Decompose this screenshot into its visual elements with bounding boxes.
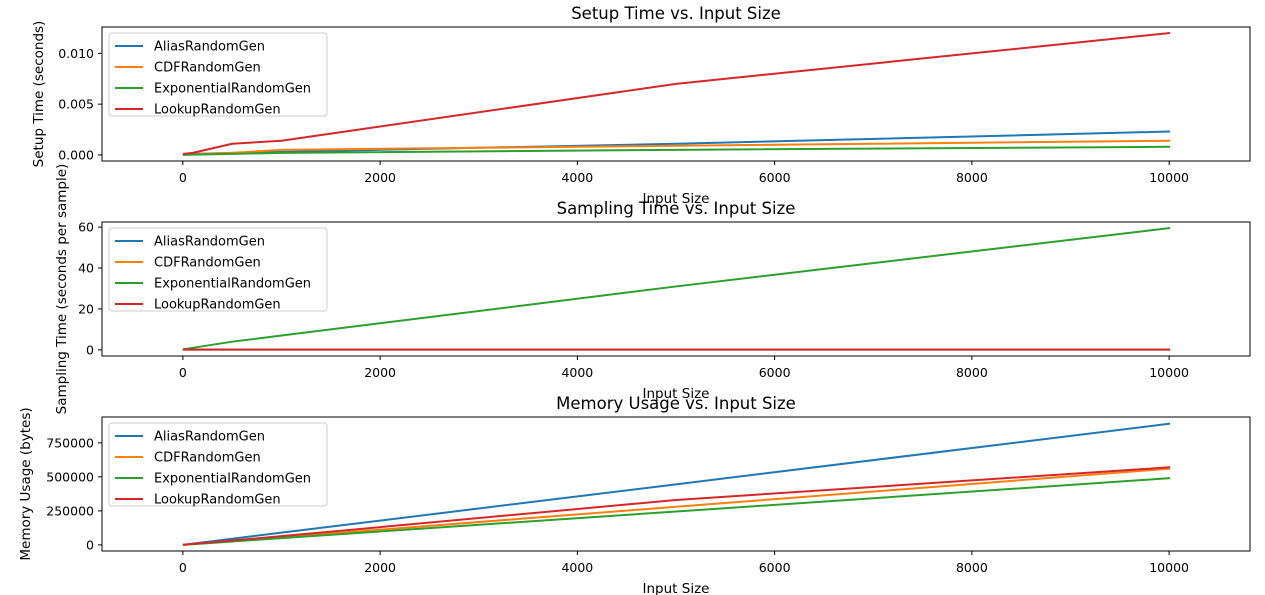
legend-box bbox=[108, 422, 328, 507]
chart-title: Sampling Time vs. Input Size bbox=[557, 199, 796, 218]
x-tick-label: 6000 bbox=[759, 170, 791, 185]
legend-label-3: LookupRandomGen bbox=[154, 298, 281, 313]
chart-0: Setup Time vs. Input Size 0 2000 4000 6000 80… bbox=[31, 4, 1251, 207]
legend: AliasRandomGen CDFRandomGen ExponentialRan… bbox=[108, 32, 328, 118]
x-tick-label: 0 bbox=[179, 170, 187, 185]
legend-label-3: LookupRandomGen bbox=[154, 493, 281, 508]
x-tick-label: 10000 bbox=[1149, 170, 1189, 185]
axes-frame bbox=[101, 416, 1251, 552]
y-tick-label: 20 bbox=[78, 301, 94, 316]
legend-label-3: LookupRandomGen bbox=[154, 103, 281, 118]
legend-label-1: CDFRandomGen bbox=[154, 61, 261, 76]
x-tick-label: 6000 bbox=[759, 365, 791, 380]
x-tick-label: 2000 bbox=[364, 560, 396, 575]
x-tick-label: 6000 bbox=[759, 560, 791, 575]
x-tick-label: 4000 bbox=[561, 365, 593, 380]
x-tick-label: 8000 bbox=[956, 560, 988, 575]
x-axis-label: Input Size bbox=[643, 581, 710, 595]
axes-frame bbox=[101, 221, 1251, 357]
series-line-0 bbox=[182, 422, 1171, 546]
y-axis-label: Memory Usage (bytes) bbox=[18, 407, 34, 560]
plot-area bbox=[182, 227, 1171, 351]
legend-label-1: CDFRandomGen bbox=[154, 256, 261, 271]
x-axis-label: Input Size bbox=[643, 191, 710, 207]
series-line-2 bbox=[182, 227, 1171, 351]
legend-label-2: ExponentialRandomGen bbox=[154, 82, 311, 97]
x-axis-label: Input Size bbox=[643, 386, 710, 402]
x-tick-label: 0 bbox=[179, 560, 187, 575]
x-tick-label: 8000 bbox=[956, 365, 988, 380]
series-line-1 bbox=[182, 467, 1171, 546]
x-tick-label: 4000 bbox=[561, 560, 593, 575]
legend: AliasRandomGen CDFRandomGen ExponentialRan… bbox=[108, 422, 328, 508]
series-line-3 bbox=[182, 31, 1171, 155]
y-axis-label: Setup Time (seconds) bbox=[31, 21, 47, 168]
chart-2: Memory Usage vs. Input Size 0 2000 4000 6000… bbox=[18, 394, 1251, 595]
axes-frame bbox=[101, 26, 1251, 162]
y-axis-label: Sampling Time (seconds per sample) bbox=[54, 164, 70, 415]
legend-label-0: AliasRandomGen bbox=[154, 235, 265, 250]
plot-area bbox=[182, 422, 1171, 546]
y-tick-label: 0 bbox=[86, 537, 94, 552]
y-tick-label: 250000 bbox=[46, 503, 94, 518]
series-line-2 bbox=[182, 145, 1171, 156]
y-tick-label: 750000 bbox=[46, 435, 94, 450]
x-tick-label: 4000 bbox=[561, 170, 593, 185]
legend-label-2: ExponentialRandomGen bbox=[154, 472, 311, 487]
y-tick-label: 60 bbox=[78, 220, 94, 235]
x-tick-label: 8000 bbox=[956, 170, 988, 185]
legend-label-0: AliasRandomGen bbox=[154, 40, 265, 55]
series-line-2 bbox=[182, 477, 1171, 546]
legend-label-2: ExponentialRandomGen bbox=[154, 277, 311, 292]
legend: AliasRandomGen CDFRandomGen ExponentialRan… bbox=[108, 227, 328, 313]
y-tick-label: 0.000 bbox=[58, 147, 94, 162]
plot-area bbox=[182, 31, 1171, 156]
x-tick-label: 0 bbox=[179, 365, 187, 380]
chart-title: Setup Time vs. Input Size bbox=[571, 4, 781, 23]
x-tick-label: 10000 bbox=[1149, 560, 1189, 575]
legend-box bbox=[108, 227, 328, 312]
x-tick-label: 10000 bbox=[1149, 365, 1189, 380]
x-tick-label: 2000 bbox=[364, 365, 396, 380]
legend-box bbox=[108, 32, 328, 117]
y-tick-label: 0 bbox=[86, 342, 94, 357]
legend-label-1: CDFRandomGen bbox=[154, 451, 261, 466]
y-tick-label: 0.010 bbox=[58, 46, 94, 61]
legend-label-0: AliasRandomGen bbox=[154, 430, 265, 445]
y-tick-label: 40 bbox=[78, 261, 94, 276]
chart-title: Memory Usage vs. Input Size bbox=[556, 394, 796, 413]
y-tick-label: 500000 bbox=[46, 469, 94, 484]
series-line-3 bbox=[182, 466, 1171, 546]
x-tick-label: 2000 bbox=[364, 170, 396, 185]
y-tick-label: 0.005 bbox=[58, 97, 94, 112]
